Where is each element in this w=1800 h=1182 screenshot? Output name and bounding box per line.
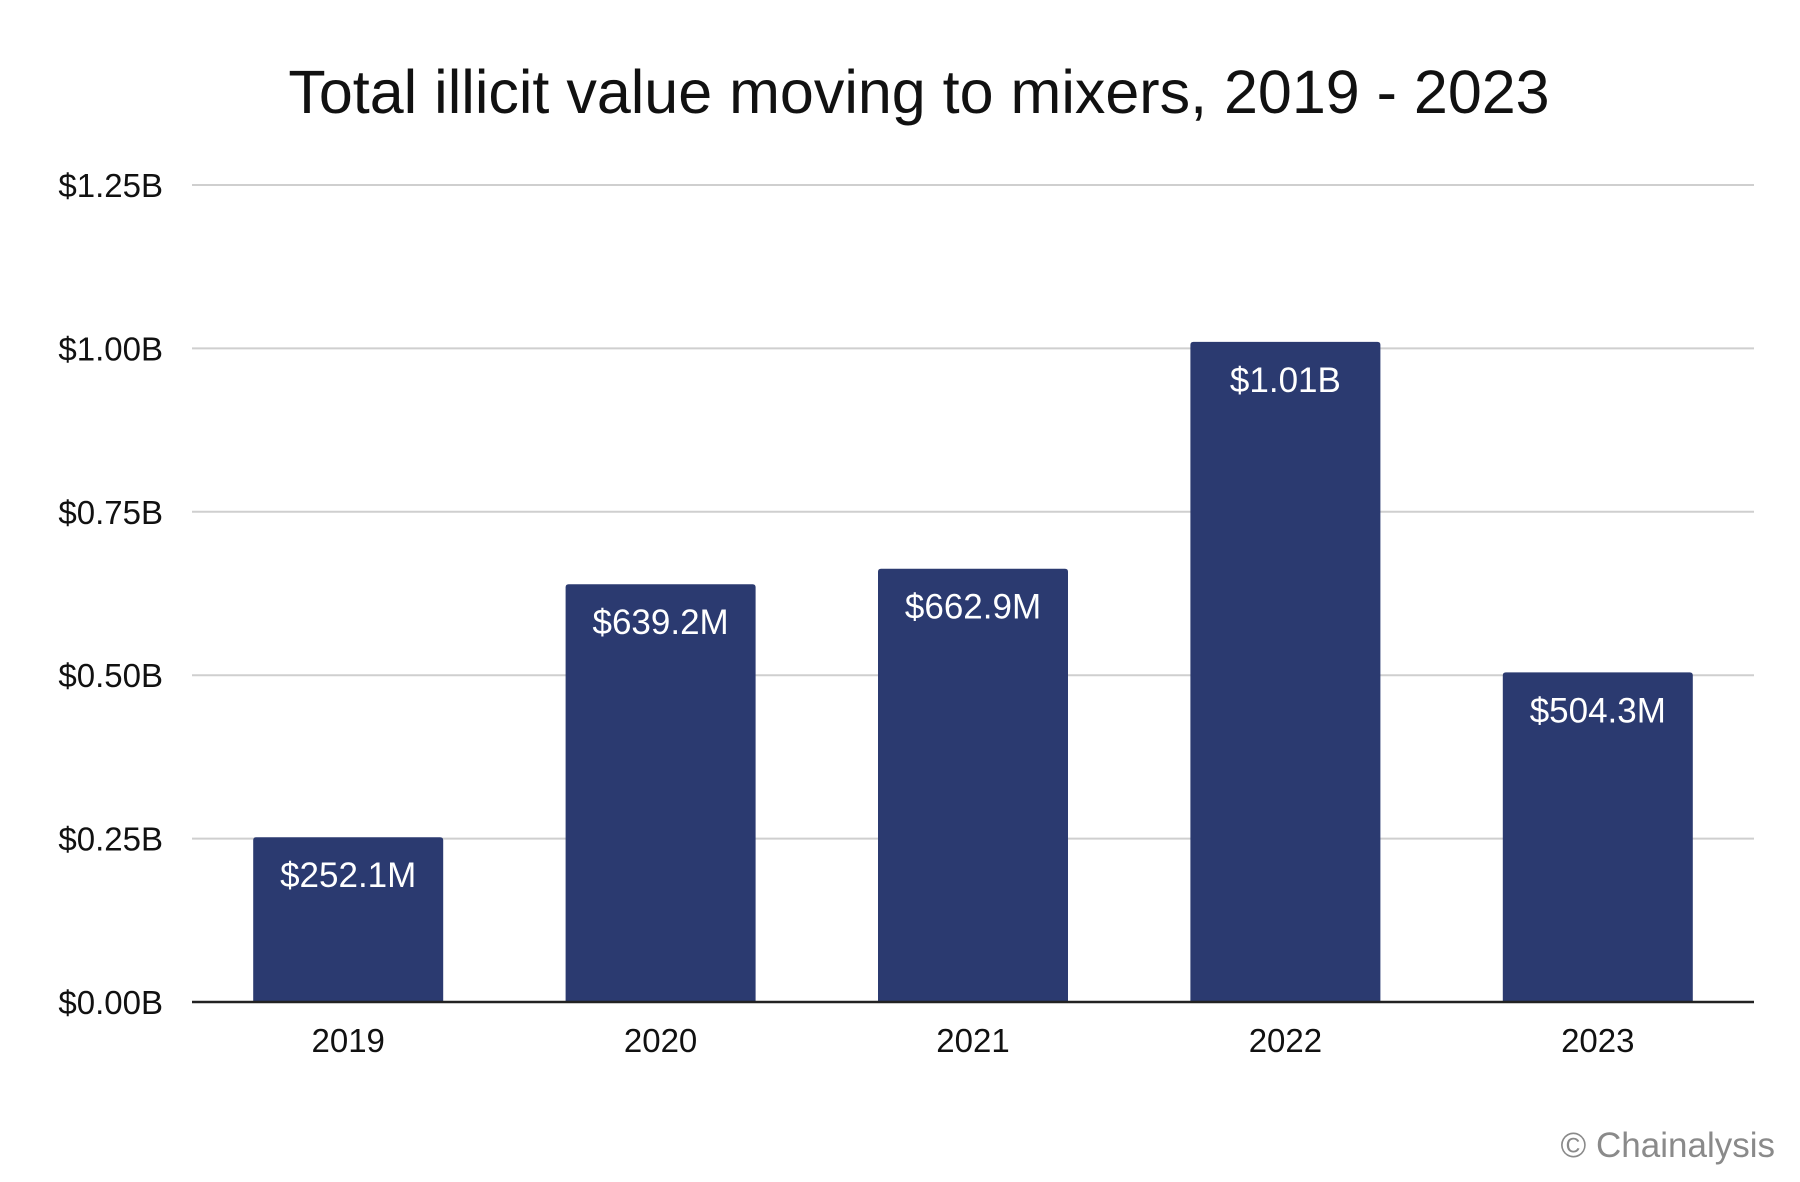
bar-data-label: $639.2M	[592, 603, 728, 642]
y-tick-label: $1.25B	[58, 167, 163, 204]
y-tick-label: $1.00B	[58, 330, 163, 367]
bar-data-label: $662.9M	[905, 588, 1041, 627]
bar-data-label: $252.1M	[280, 856, 416, 895]
x-tick-label: 2020	[624, 1022, 697, 1059]
bar-data-label: $504.3M	[1530, 691, 1666, 730]
x-tick-label: 2023	[1561, 1022, 1634, 1059]
y-axis-ticks: $0.00B $0.25B $0.50B $0.75B $1.00B $1.25B	[58, 167, 163, 1021]
x-tick-label: 2022	[1249, 1022, 1322, 1059]
chart-title: Total illicit value moving to mixers, 20…	[288, 58, 1549, 126]
x-tick-label: 2021	[936, 1022, 1009, 1059]
y-tick-label: $0.75B	[58, 494, 163, 531]
bar-2019	[253, 837, 444, 1002]
bar-data-labels: $252.1M $639.2M $662.9M $1.01B $504.3M	[280, 361, 1666, 895]
y-tick-label: $0.25B	[58, 821, 163, 858]
y-tick-label: $0.50B	[58, 657, 163, 694]
bar-2021	[878, 568, 1068, 1002]
gridlines	[192, 184, 1754, 840]
bar-data-label: $1.01B	[1230, 361, 1341, 400]
bar-2020	[565, 584, 756, 1002]
bars	[253, 341, 1693, 1002]
x-tick-label: 2019	[311, 1022, 384, 1059]
y-tick-label: $0.00B	[58, 984, 163, 1021]
bar-2023	[1502, 672, 1693, 1002]
x-axis-ticks: 2019 2020 2021 2022 2023	[311, 1022, 1634, 1059]
bar-2022	[1190, 341, 1381, 1002]
source-credit: © Chainalysis	[1561, 1126, 1775, 1165]
